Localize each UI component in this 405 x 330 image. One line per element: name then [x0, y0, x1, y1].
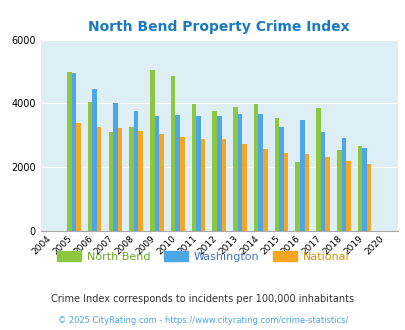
Bar — [279, 127, 283, 231]
Bar — [196, 116, 200, 231]
Bar — [324, 157, 329, 231]
Bar — [87, 102, 92, 231]
Bar — [216, 116, 221, 231]
Bar — [242, 144, 246, 231]
Bar — [262, 149, 267, 231]
Bar — [341, 138, 345, 231]
Bar — [134, 112, 138, 231]
Legend: North Bend, Washington, National: North Bend, Washington, National — [52, 247, 353, 267]
Bar — [221, 140, 226, 231]
Bar — [108, 132, 113, 231]
Bar — [76, 123, 81, 231]
Bar — [253, 104, 258, 231]
Bar — [191, 104, 196, 231]
Bar — [320, 132, 324, 231]
Bar — [200, 140, 205, 231]
Bar — [129, 127, 134, 231]
Bar — [138, 130, 143, 231]
Bar — [336, 150, 341, 231]
Bar — [92, 89, 97, 231]
Bar — [258, 114, 262, 231]
Bar — [357, 147, 362, 231]
Bar — [232, 107, 237, 231]
Bar — [150, 70, 154, 231]
Bar — [237, 114, 242, 231]
Bar — [113, 103, 117, 231]
Bar — [67, 72, 71, 231]
Bar — [283, 153, 288, 231]
Bar — [117, 128, 122, 231]
Bar — [175, 115, 179, 231]
Text: Crime Index corresponds to incidents per 100,000 inhabitants: Crime Index corresponds to incidents per… — [51, 294, 354, 304]
Bar — [179, 137, 184, 231]
Bar — [154, 115, 159, 231]
Bar — [299, 120, 304, 231]
Bar — [345, 161, 350, 231]
Bar — [274, 118, 279, 231]
Bar — [304, 154, 309, 231]
Bar — [362, 148, 366, 231]
Text: © 2025 CityRating.com - https://www.cityrating.com/crime-statistics/: © 2025 CityRating.com - https://www.city… — [58, 316, 347, 325]
Title: North Bend Property Crime Index: North Bend Property Crime Index — [88, 20, 349, 34]
Bar — [159, 134, 163, 231]
Bar — [171, 76, 175, 231]
Bar — [212, 112, 216, 231]
Bar — [97, 127, 101, 231]
Bar — [295, 162, 299, 231]
Bar — [315, 108, 320, 231]
Bar — [366, 164, 371, 231]
Bar — [71, 73, 76, 231]
